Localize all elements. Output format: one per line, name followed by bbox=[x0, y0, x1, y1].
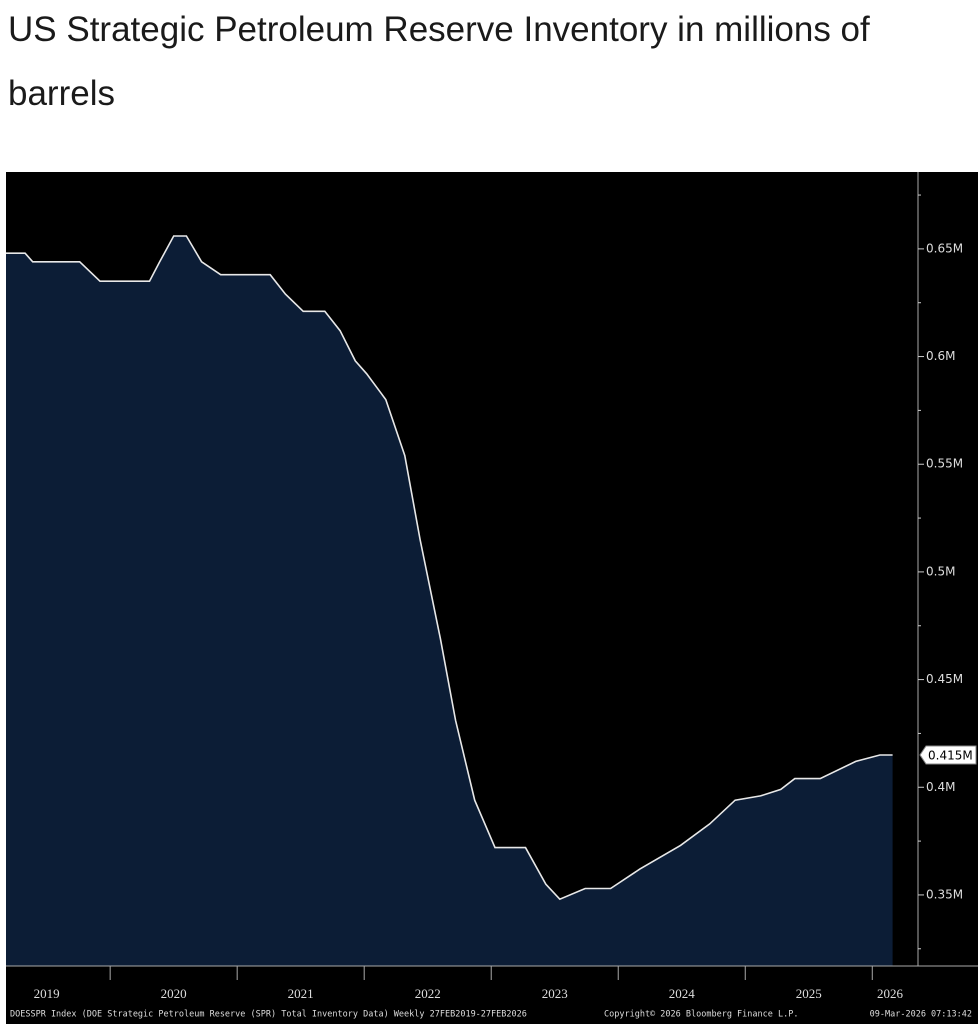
area bbox=[6, 236, 893, 966]
x-tick-label: 2020 bbox=[161, 986, 187, 1001]
y-tick-label: 0.35M bbox=[926, 887, 963, 901]
y-tick-label: 0.55M bbox=[926, 457, 963, 471]
footer-note: DOESSPR Index (DOE Strategic Petroleum R… bbox=[10, 1010, 527, 1020]
footer-note: 09-Mar-2026 07:13:42 bbox=[870, 1010, 972, 1020]
x-tick-label: 2026 bbox=[877, 986, 904, 1001]
y-tick-label: 0.65M bbox=[926, 241, 963, 255]
y-tick-label: 0.6M bbox=[926, 349, 955, 363]
x-tick-label: 2025 bbox=[796, 986, 822, 1001]
footer-note: Copyright© 2026 Bloomberg Finance L.P. bbox=[604, 1010, 798, 1020]
y-tick-label: 0.5M bbox=[926, 564, 955, 578]
x-tick-label: 2023 bbox=[542, 986, 568, 1001]
chart: 0.35M 0.4M 0.45M 0.5M 0.55M 0.6M 0.65M 0.415M 20… bbox=[6, 172, 978, 1024]
x-tick-label: 2024 bbox=[669, 986, 696, 1001]
last-value-label: 0.415M bbox=[928, 748, 973, 762]
x-tick-label: 2022 bbox=[415, 986, 441, 1001]
y-tick-label: 0.4M bbox=[926, 780, 955, 794]
x-tick-label: 2019 bbox=[34, 986, 60, 1001]
x-tick-label: 2021 bbox=[288, 986, 314, 1001]
line bbox=[6, 235, 893, 901]
chart-title: US Strategic Petroleum Reserve Inventory… bbox=[8, 10, 870, 113]
last-value-box bbox=[919, 745, 977, 765]
y-tick-label: 0.45M bbox=[926, 672, 963, 686]
